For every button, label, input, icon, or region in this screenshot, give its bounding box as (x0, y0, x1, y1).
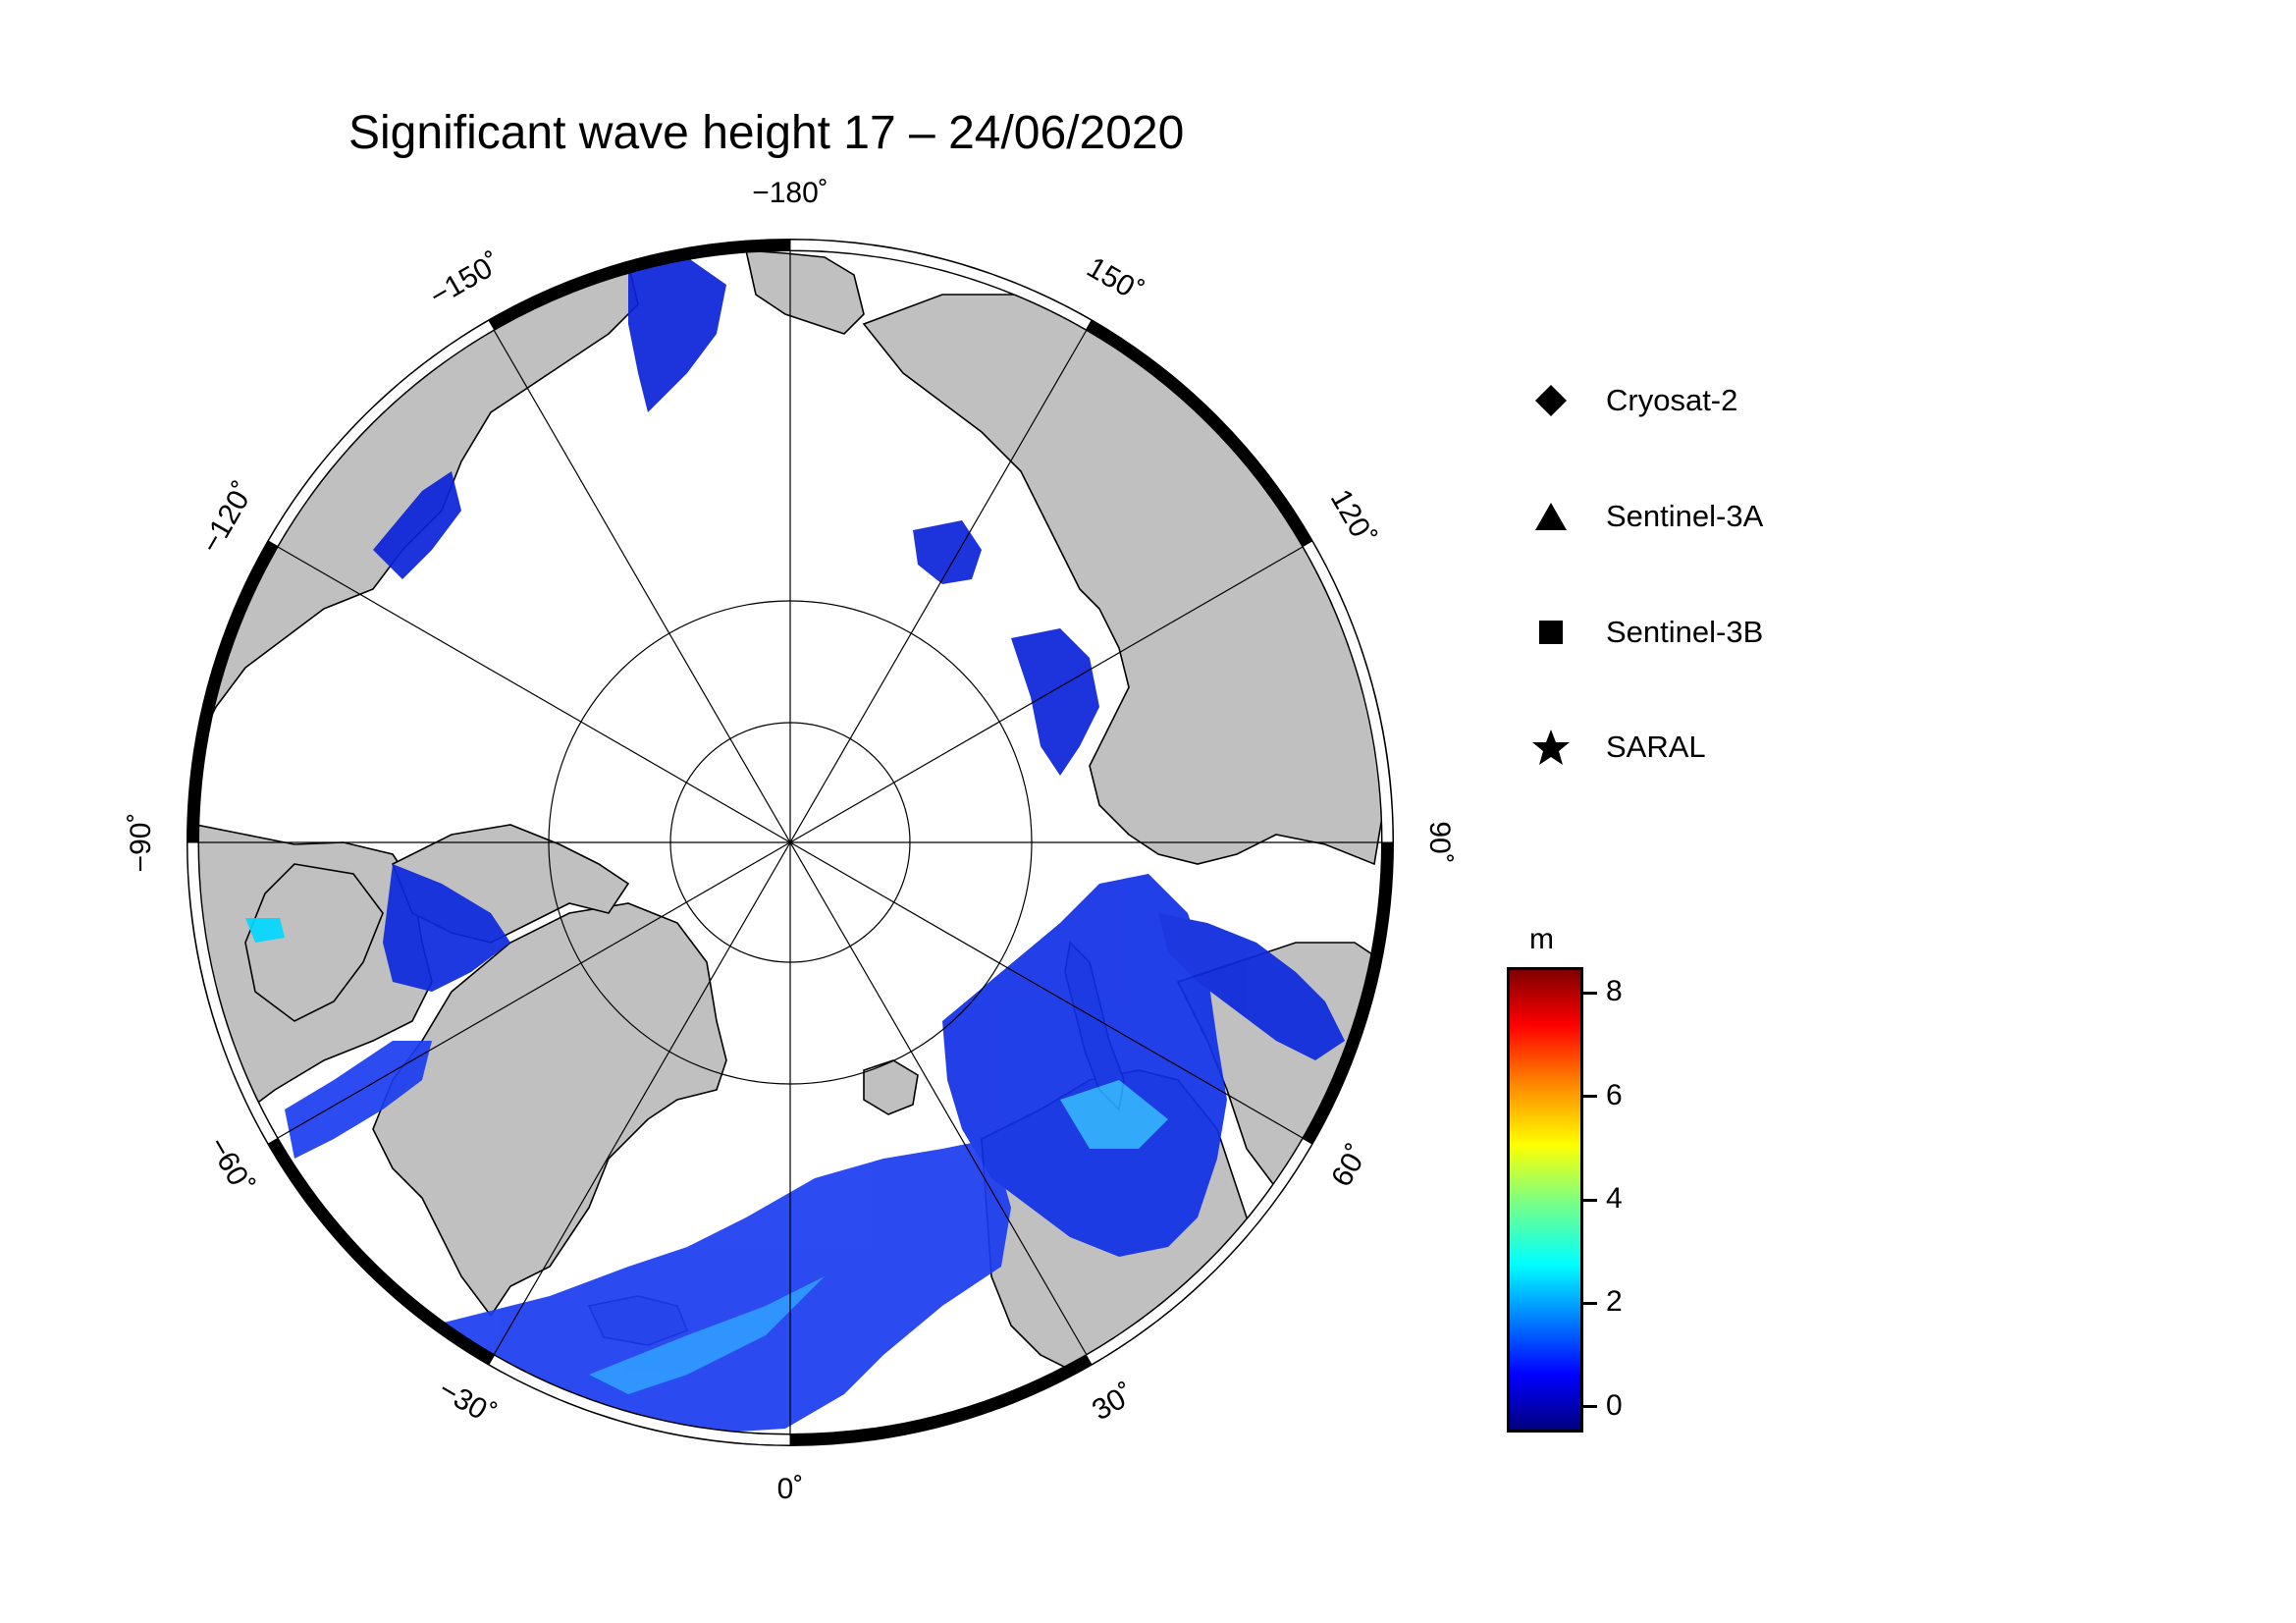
longitude-label: −90˚ (125, 813, 157, 873)
altimetry-tracks (245, 257, 1345, 1434)
longitude-label: −150˚ (424, 246, 507, 312)
colorbar-tick (1583, 1095, 1597, 1099)
swath-kara (1158, 913, 1345, 1060)
legend-item-saral: SARAL (1531, 728, 1706, 767)
swath-east-siberian (913, 520, 982, 584)
longitude-label: −180˚ (752, 177, 828, 209)
swath-atlantic-highlight (589, 1276, 825, 1394)
colorbar-tick-label: 4 (1606, 1182, 1623, 1215)
longitude-label: 150˚ (1082, 251, 1149, 309)
swath-hudson (245, 918, 285, 943)
longitude-label: −60˚ (201, 1132, 259, 1200)
swath-beaufort (373, 471, 461, 579)
colorbar-tick (1583, 1198, 1597, 1202)
legend-label: Cryosat-2 (1606, 383, 1738, 417)
meridian-150-330 (493, 329, 1088, 1356)
colorbar-tick-label: 8 (1606, 975, 1623, 1008)
legend-item-cryosat: Cryosat-2 (1531, 381, 1737, 420)
legend-item-sentinel-3a: Sentinel-3A (1531, 497, 1763, 536)
colorbar-tick (1583, 1405, 1597, 1409)
swath-baffin (383, 864, 510, 992)
colorbar (1507, 967, 1583, 1433)
graticule (198, 250, 1382, 1434)
map-title: Significant wave height 17 – 24/06/2020 (348, 107, 1185, 159)
legend-label: Sentinel-3A (1606, 499, 1764, 533)
swath-barents-highlight (1060, 1080, 1168, 1149)
longitude-label: −120˚ (194, 476, 260, 559)
diamond-icon (1531, 381, 1571, 420)
polar-map: −180˚ 150˚ 120˚ 90˚ 60˚ 30˚ 0˚ −30˚ −60˚ −90˚ −120… (125, 177, 1456, 1505)
frame-band (789, 239, 1093, 331)
triangle-icon (1531, 497, 1571, 536)
longitude-label: −30˚ (433, 1374, 501, 1432)
swath-laptev (1011, 628, 1099, 776)
colorbar-tick-label: 0 (1606, 1388, 1623, 1422)
longitude-label: 60˚ (1325, 1139, 1374, 1192)
swath-atlantic (432, 1139, 1011, 1434)
swath-barents (942, 874, 1227, 1257)
colorbar-unit: m (1529, 923, 1554, 955)
longitude-label: 120˚ (1324, 484, 1382, 552)
square-icon (1531, 613, 1571, 652)
colorbar-tick-label: 6 (1606, 1078, 1623, 1111)
colorbar-tick-label: 2 (1606, 1285, 1623, 1319)
land-greenland (372, 902, 727, 1318)
colorbar-tick (1583, 991, 1597, 995)
land-chukotka (744, 250, 865, 335)
colorbar-tick (1583, 1301, 1597, 1305)
longitude-label: 0˚ (777, 1473, 804, 1505)
frame-bands (187, 239, 1394, 1446)
star-icon (1531, 728, 1571, 767)
legend-label: Sentinel-3B (1606, 615, 1764, 649)
longitude-label: 90˚ (1423, 821, 1456, 863)
legend-label: SARAL (1606, 730, 1706, 764)
longitude-label: 30˚ (1087, 1378, 1140, 1427)
swath-chukchi (628, 257, 726, 412)
legend-item-sentinel-3b: Sentinel-3B (1531, 613, 1763, 652)
